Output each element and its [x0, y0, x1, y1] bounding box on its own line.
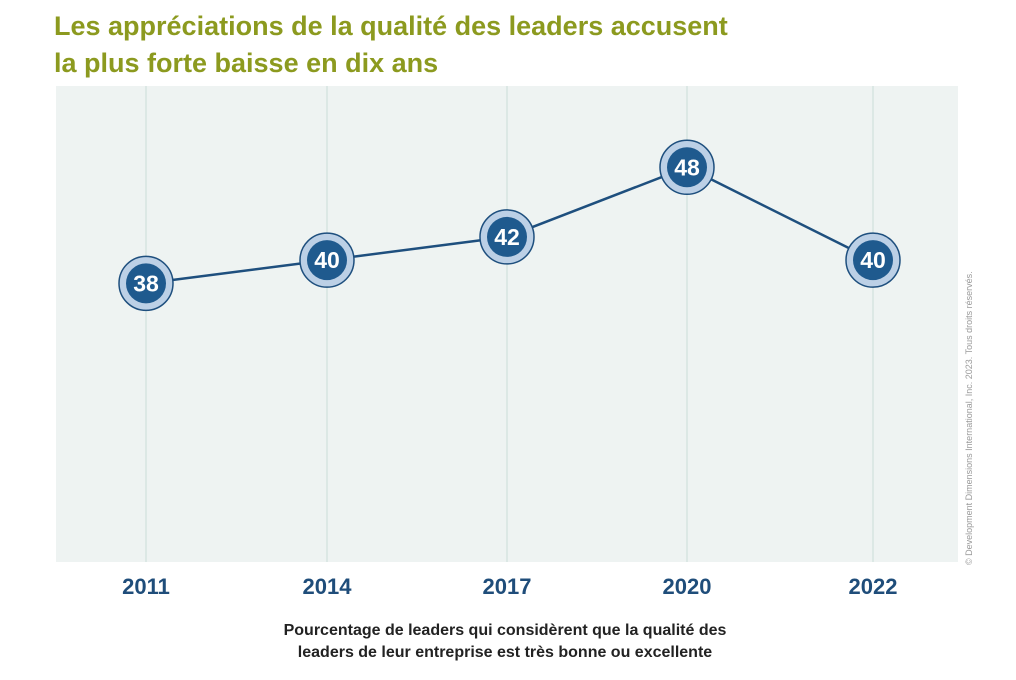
x-axis-tick-labels: 2011 2014 2017 2020 2022 [122, 574, 897, 599]
marker-core [667, 147, 707, 188]
chart-caption-line-2: leaders de leur entreprise est très bonn… [297, 644, 713, 661]
data-label-2011: 38 [133, 270, 159, 296]
chart-caption: Pourcentage de leaders qui considèrent q… [190, 620, 820, 664]
copyright-notice: © Development Dimensions International, … [964, 271, 974, 565]
data-label-2017: 42 [494, 224, 520, 250]
chart-title-line-1: Les appréciations de la qualité des lead… [54, 11, 728, 41]
data-markers: 38 40 42 48 40 [118, 139, 901, 312]
data-label-2020: 48 [674, 154, 700, 180]
data-point-2011: 38 [118, 255, 174, 312]
x-tick-label-2022: 2022 [849, 574, 898, 599]
chart-caption-line-1: Pourcentage de leaders qui considèrent q… [283, 622, 727, 639]
data-point-2014: 40 [299, 232, 355, 288]
x-tick-label-2017: 2017 [483, 574, 532, 599]
chart-title: Les appréciations de la qualité des lead… [54, 8, 854, 82]
data-point-2020: 48 [659, 139, 715, 196]
x-tick-label-2011: 2011 [122, 574, 170, 599]
x-tick-label-2014: 2014 [303, 574, 353, 599]
marker-core [307, 240, 347, 281]
marker-core [126, 263, 166, 304]
chart-title-line-2: la plus forte baisse en dix ans [54, 48, 439, 78]
marker-core [487, 216, 527, 257]
data-point-2017: 42 [479, 209, 535, 265]
grid-lines [145, 86, 874, 562]
x-tick-label-2020: 2020 [663, 574, 712, 599]
data-point-2022: 40 [845, 232, 901, 288]
data-label-2022: 40 [860, 247, 886, 273]
marker-core [853, 240, 893, 281]
data-label-2014: 40 [314, 247, 340, 273]
